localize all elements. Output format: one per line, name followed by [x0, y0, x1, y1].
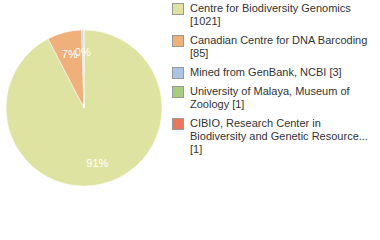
- html-text:CIBIO, Research Center in Biod: CIBIO, Research Center in Biodiversity a…: [190, 117, 368, 155]
- svg-text:0%: 0%: [75, 46, 91, 58]
- html-text:Centre for Biodiversity Genomi: Centre for Biodiversity Genomics [1021]: [190, 2, 351, 27]
- html-text:Mined from GenBank, NCBI [3]: Mined from GenBank, NCBI [3]: [190, 66, 342, 78]
- svg-text:91%: 91%: [86, 157, 108, 169]
- svg-text:7%: 7%: [61, 47, 78, 60]
- html-text:University of Malaya, Museum o: University of Malaya, Museum of Zoology …: [190, 85, 350, 110]
- html-text:Canadian Centre for DNA Barcod: Canadian Centre for DNA Barcoding [85]: [190, 34, 368, 59]
